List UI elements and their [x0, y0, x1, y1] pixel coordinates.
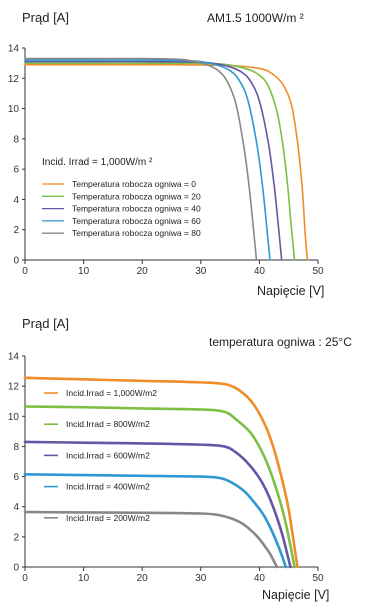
- y-tick-label: 6: [13, 472, 19, 483]
- series-line-5: [23, 510, 279, 569]
- y-tick-label: 10: [8, 104, 20, 115]
- series-line-2: [23, 405, 296, 569]
- y-tick-label: 8: [13, 134, 19, 145]
- x-tick-label: 10: [78, 266, 90, 277]
- series-line-5: [24, 57, 258, 261]
- chart1-annotation: AM1.5 1000W/m ²: [207, 11, 304, 25]
- series-line-3: [23, 440, 292, 569]
- chart2-axes: 0 10 20 30 40 50 0 2 4 6 8 10 12 14: [8, 352, 324, 585]
- y-tick-label: 2: [13, 225, 19, 236]
- series-line-4: [23, 473, 288, 569]
- chart2-legend: Incid.Irrad = 1,000W/m2 Incid.Irrad = 800…: [44, 388, 157, 523]
- series-line-1: [23, 376, 299, 569]
- chart2-series: [23, 376, 299, 569]
- y-tick-label: 2: [13, 532, 19, 543]
- series-line-4: [24, 59, 271, 261]
- y-tick-label: 0: [13, 256, 19, 267]
- legend-label: Incid.Irrad = 800W/m2: [66, 419, 150, 429]
- chart1-ylabel: Prąd [A]: [22, 10, 69, 25]
- legend-label: Temperatura robocza ogniwa = 20: [72, 191, 201, 201]
- chart2-ylabel: Prąd [A]: [22, 316, 69, 331]
- x-tick-label: 20: [137, 266, 149, 277]
- legend-label: Temperatura robocza ogniwa = 40: [72, 204, 201, 214]
- legend-label: Incid.Irrad = 400W/m2: [66, 482, 150, 492]
- legend-label: Temperatura robocza ogniwa = 0: [72, 179, 196, 189]
- x-tick-label: 50: [312, 266, 324, 277]
- y-tick-label: 4: [13, 195, 19, 206]
- chart-temperature: Prąd [A] AM1.5 1000W/m ² Napięcie [V] 0 1…: [8, 10, 325, 298]
- x-tick-label: 30: [195, 573, 207, 584]
- legend-label: Temperatura robocza ogniwa = 80: [72, 228, 201, 238]
- x-tick-label: 0: [22, 266, 28, 277]
- y-tick-label: 12: [8, 74, 20, 85]
- chart1-axes: 0 10 20 30 40 50 0 2 4 6 8 10 12 14: [8, 44, 324, 278]
- y-tick-label: 4: [13, 502, 19, 513]
- chart2-annotation: temperatura ogniwa : 25°C: [209, 335, 352, 349]
- x-tick-label: 40: [254, 266, 266, 277]
- x-tick-label: 0: [22, 573, 28, 584]
- y-tick-label: 12: [8, 382, 20, 393]
- x-tick-label: 50: [312, 573, 324, 584]
- series-line-3: [24, 60, 283, 261]
- chart2-xlabel: Napięcie [V]: [262, 588, 329, 602]
- legend-label: Incid.Irrad = 1,000W/m2: [66, 388, 157, 398]
- x-tick-label: 40: [254, 573, 266, 584]
- y-tick-label: 8: [13, 442, 19, 453]
- x-tick-label: 30: [195, 266, 207, 277]
- legend-label: Temperatura robocza ogniwa = 60: [72, 216, 201, 226]
- x-tick-label: 20: [137, 573, 149, 584]
- chart1-legend-title: Incid. Irrad = 1,000W/m ²: [42, 157, 153, 168]
- chart1-legend: Temperatura robocza ogniwa = 0 Temperatur…: [42, 179, 201, 238]
- y-tick-label: 0: [13, 563, 19, 574]
- legend-label: Incid.Irrad = 200W/m2: [66, 513, 150, 523]
- y-tick-label: 6: [13, 165, 19, 176]
- series-line-2: [24, 62, 296, 261]
- legend-label: Incid.Irrad = 600W/m2: [66, 450, 150, 460]
- x-tick-label: 10: [78, 573, 90, 584]
- y-tick-label: 10: [8, 412, 20, 423]
- y-tick-label: 14: [8, 44, 20, 55]
- chart1-series: [24, 57, 309, 261]
- series-line-1: [24, 63, 309, 261]
- chart-irradiance: Prąd [A] temperatura ogniwa : 25°C Napię…: [8, 316, 352, 602]
- chart1-xlabel: Napięcie [V]: [257, 284, 324, 298]
- y-tick-label: 14: [8, 352, 20, 363]
